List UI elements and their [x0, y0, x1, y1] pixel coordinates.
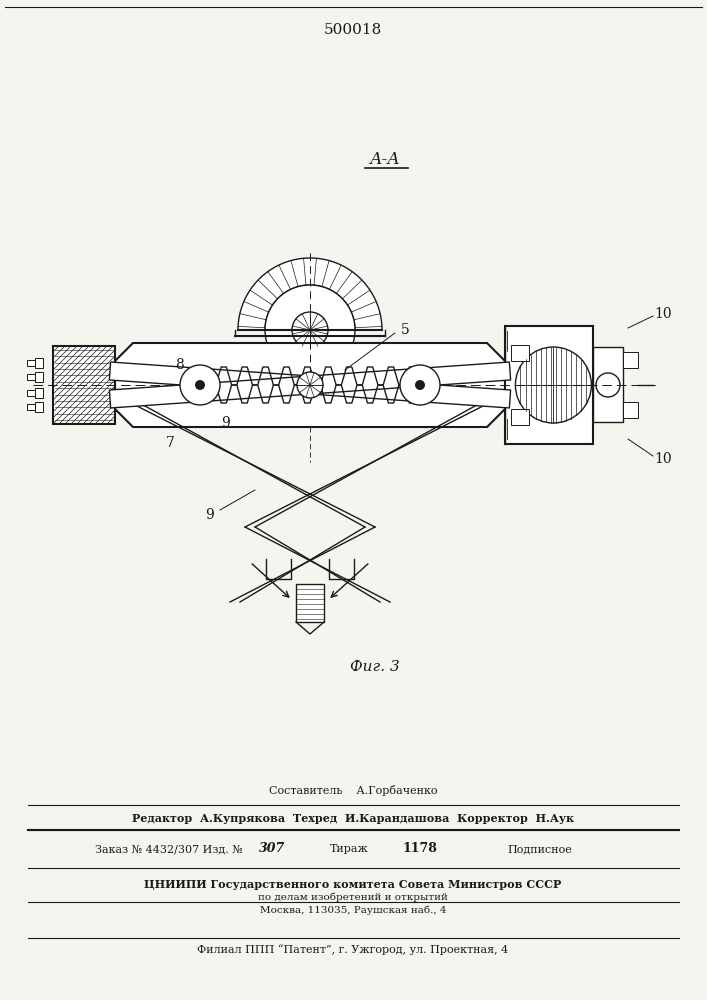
Text: 10: 10: [654, 307, 672, 321]
Circle shape: [265, 285, 355, 375]
Text: Подписное: Подписное: [508, 844, 573, 854]
Bar: [35, 358, 43, 368]
Polygon shape: [115, 343, 505, 427]
Text: Фиг. 3: Фиг. 3: [350, 660, 400, 674]
Text: 7: 7: [165, 436, 175, 450]
Bar: [27, 360, 35, 366]
Text: Заказ № 4432/307 Изд. №: Заказ № 4432/307 Изд. №: [95, 844, 243, 854]
Text: 10: 10: [654, 452, 672, 466]
Text: по делам изобретений и открытий: по делам изобретений и открытий: [258, 892, 448, 902]
Bar: [593, 347, 623, 422]
Bar: [35, 388, 43, 398]
Text: 9: 9: [206, 508, 214, 522]
Bar: [35, 402, 43, 412]
Text: 307: 307: [259, 842, 285, 856]
Circle shape: [297, 372, 323, 398]
Text: 500018: 500018: [324, 23, 382, 37]
Circle shape: [515, 347, 591, 423]
Circle shape: [400, 365, 440, 405]
Polygon shape: [238, 258, 382, 330]
Bar: [35, 372, 43, 382]
Circle shape: [415, 380, 425, 390]
Polygon shape: [110, 362, 510, 408]
Text: Москва, 113035, Раушская наб., 4: Москва, 113035, Раушская наб., 4: [259, 905, 446, 915]
Text: 5: 5: [401, 323, 409, 337]
Bar: [511, 409, 529, 425]
Text: ЦНИИПИ Государственного комитета Совета Министров СССР: ЦНИИПИ Государственного комитета Совета …: [144, 879, 561, 890]
Text: Тираж: Тираж: [330, 844, 369, 854]
Circle shape: [195, 380, 205, 390]
Text: 1178: 1178: [402, 842, 438, 856]
Polygon shape: [110, 362, 510, 408]
Text: Составитель    А.Горбаченко: Составитель А.Горбаченко: [269, 784, 437, 796]
Text: Филиал ППП “Патент”, г. Ужгород, ул. Проектная, 4: Филиал ППП “Патент”, г. Ужгород, ул. Про…: [197, 945, 508, 955]
Bar: [623, 352, 638, 368]
Bar: [505, 326, 593, 444]
Text: 8: 8: [175, 358, 185, 372]
Circle shape: [596, 373, 620, 397]
Bar: [53, 346, 115, 424]
Bar: [27, 404, 35, 410]
Circle shape: [292, 312, 328, 348]
Bar: [27, 374, 35, 380]
Bar: [623, 402, 638, 418]
Text: А-А: А-А: [370, 151, 400, 168]
Circle shape: [180, 365, 220, 405]
Bar: [296, 584, 324, 622]
Bar: [27, 390, 35, 396]
Text: 9: 9: [221, 416, 229, 430]
Bar: [511, 345, 529, 361]
Text: Редактор  А.Купрякова  Техред  И.Карандашова  Корректор  Н.Аук: Редактор А.Купрякова Техред И.Карандашов…: [132, 812, 574, 824]
